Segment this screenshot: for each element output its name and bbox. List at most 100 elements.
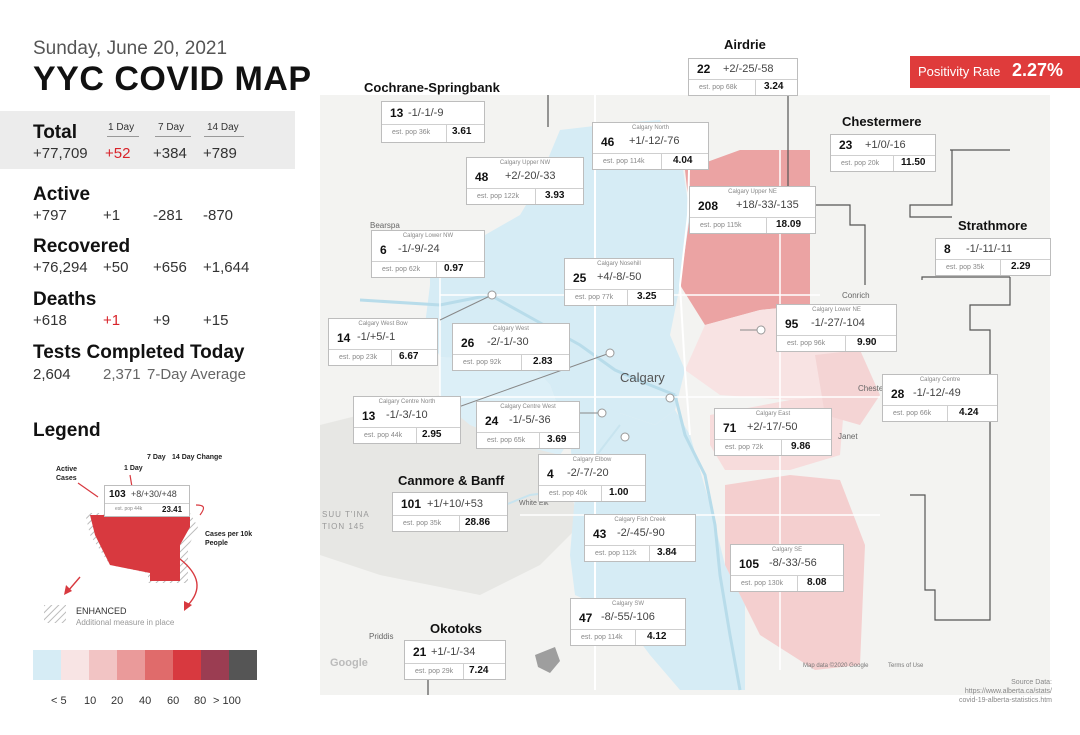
district-box-upper-nw[interactable]: Calgary Upper NW 48 +2/-20/-33 est. pop … xyxy=(466,157,584,205)
district-active: 208 xyxy=(698,199,719,213)
district-box-fish-creek[interactable]: Calgary Fish Creek 43 -2/-45/-90 est. po… xyxy=(584,514,696,562)
region-box-chestermere[interactable]: 23 +1/0/-16 est. pop 20k 11.50 xyxy=(830,134,936,172)
legend-1-day-label: 1 Day xyxy=(124,465,143,472)
district-pop: est. pop 112k xyxy=(595,550,637,557)
region-box-cochrane[interactable]: 13 -1/-1/-9 est. pop 36k 3.61 xyxy=(381,101,485,143)
region-rate: 11.50 xyxy=(901,157,926,168)
legend-sample-box: 103 +8/+30/+48 est. pop 44k 23.41 xyxy=(104,485,190,517)
district-name: Calgary West xyxy=(493,326,529,332)
scale-swatch-7 xyxy=(201,650,229,680)
district-active: 48 xyxy=(475,170,489,184)
legend-sample-region xyxy=(90,515,190,581)
marker-lower-ne[interactable] xyxy=(756,325,766,335)
district-box-north[interactable]: Calgary North 46 +1/-12/-76 est. pop 114… xyxy=(592,122,709,170)
marker-centre-north[interactable] xyxy=(605,348,615,358)
region-pop: est. pop 35k xyxy=(403,520,442,527)
district-change: -1/-3/-10 xyxy=(386,409,428,421)
scale-label-40: 40 xyxy=(139,695,152,707)
district-active: 25 xyxy=(573,271,587,285)
district-pop: est. pop 44k xyxy=(364,432,403,439)
district-box-centre[interactable]: Calgary Centre 28 -1/-12/-49 est. pop 66… xyxy=(882,374,998,422)
scale-label-20: 20 xyxy=(111,695,124,707)
district-pop: est. pop 92k xyxy=(463,359,502,366)
region-box-strathmore[interactable]: 8 -1/-11/-11 est. pop 35k 2.29 xyxy=(935,238,1051,276)
district-box-east[interactable]: Calgary East 71 +2/-17/-50 est. pop 72k … xyxy=(714,408,832,456)
district-box-lower-nw[interactable]: Calgary Lower NW 6 -1/-9/-24 est. pop 62… xyxy=(371,230,485,278)
district-box-upper-ne[interactable]: Calgary Upper NE 208 +18/-33/-135 est. p… xyxy=(689,186,816,234)
box-divider xyxy=(777,335,896,336)
legend-7-day-label: 7 Day xyxy=(147,454,166,461)
box-vsep xyxy=(947,405,948,421)
positivity-value: 2.27% xyxy=(1012,60,1064,80)
district-change: -1/-5/-36 xyxy=(509,414,551,426)
header-1-day: 1 Day xyxy=(108,122,135,133)
positivity-label: Positivity Rate xyxy=(918,64,1001,79)
box-vsep xyxy=(535,188,536,204)
region-title-strathmore: Strathmore xyxy=(958,218,1028,233)
district-box-lower-ne[interactable]: Calgary Lower NE 95 -1/-27/-104 est. pop… xyxy=(776,304,897,352)
region-rate: 3.24 xyxy=(764,81,784,92)
district-rate: 4.04 xyxy=(673,155,693,166)
legend-sample-divider xyxy=(105,503,189,504)
district-pop: est. pop 114k xyxy=(603,158,645,165)
district-name: Calgary Upper NW xyxy=(499,160,551,166)
deaths-14-day: +15 xyxy=(203,312,229,329)
legend-arrow-active xyxy=(77,482,99,498)
district-rate: 2.83 xyxy=(533,356,553,367)
district-active: 28 xyxy=(891,387,905,401)
district-box-centre-west[interactable]: Calgary Centre West 24 -1/-5/-36 est. po… xyxy=(476,401,580,449)
marker-centre-west[interactable] xyxy=(597,408,607,418)
district-box-west-bow[interactable]: Calgary West Bow 14 -1/+5/-1 est. pop 23… xyxy=(328,318,438,366)
region-box-okotoks[interactable]: 21 +1/-1/-34 est. pop 29k 7.24 xyxy=(404,640,506,680)
total-value: +77,709 xyxy=(33,145,88,162)
source-url-1[interactable]: https://www.alberta.ca/stats/ xyxy=(964,688,1052,695)
header-14-day: 14 Day xyxy=(207,122,239,133)
scale-label-80: 80 xyxy=(194,695,207,707)
map-terms-link[interactable]: Terms of Use xyxy=(888,663,924,669)
boundary-east xyxy=(910,277,1011,621)
district-box-nosehill[interactable]: Calgary Nosehill 25 +4/-8/-50 est. pop 7… xyxy=(564,258,674,306)
district-rate: 2.95 xyxy=(422,429,442,440)
map-attribution[interactable]: Map data ©2020 Google xyxy=(803,663,869,669)
district-box-west[interactable]: Calgary West 26 -2/-1/-30 est. pop 92k 2… xyxy=(452,323,570,371)
map-label-bearspaw: Bearspa xyxy=(370,221,400,230)
district-name: Calgary Nosehill xyxy=(597,261,641,267)
region-change: +1/-1/-34 xyxy=(431,646,476,658)
box-vsep xyxy=(416,427,417,443)
region-pop: est. pop 36k xyxy=(392,129,431,136)
district-box-sw[interactable]: Calgary SW 47 -8/-55/-106 est. pop 114k … xyxy=(570,598,686,646)
source-url-2[interactable]: covid-19-alberta-statistics.htm xyxy=(959,697,1052,704)
recovered-value: +76,294 xyxy=(33,259,88,276)
district-upper-ne xyxy=(680,150,810,325)
marker-west-bow[interactable] xyxy=(487,290,497,300)
leader-centre-north xyxy=(449,352,611,411)
district-name: Calgary SW xyxy=(611,601,644,607)
region-box-canmore[interactable]: 101 +1/+10/+53 est. pop 35k 28.86 xyxy=(392,492,508,532)
map-label-priddis: Priddis xyxy=(369,632,394,641)
district-box-centre-north[interactable]: Calgary Centre North 13 -1/-3/-10 est. p… xyxy=(353,396,461,444)
box-divider xyxy=(883,405,997,406)
scale-label-60: 60 xyxy=(167,695,180,707)
district-pop: est. pop 23k xyxy=(339,354,378,361)
bow-river-south xyxy=(673,394,742,691)
marker-elbow[interactable] xyxy=(620,432,630,442)
district-active: 95 xyxy=(785,317,799,331)
legend-sample-rate: 23.41 xyxy=(162,505,183,514)
district-change: +18/-33/-135 xyxy=(736,199,799,211)
marker-east[interactable] xyxy=(665,393,675,403)
district-pop: est. pop 122k xyxy=(477,193,520,200)
tests-average-value: 2,371 xyxy=(103,366,141,383)
legend-cases-per-label: Cases per 10k People xyxy=(205,531,253,547)
district-pop: est. pop 40k xyxy=(549,490,588,497)
district-box-elbow[interactable]: Calgary Elbow 4 -2/-7/-20 est. pop 40k 1… xyxy=(538,454,646,502)
district-name: Calgary North xyxy=(631,125,669,131)
box-divider xyxy=(354,427,460,428)
district-change: +2/-17/-50 xyxy=(747,421,798,433)
box-divider xyxy=(715,439,831,440)
box-divider xyxy=(382,124,484,125)
region-box-airdrie[interactable]: 22 +2/-25/-58 est. pop 68k 3.24 xyxy=(688,58,798,96)
district-box-se[interactable]: Calgary SE 105 -8/-33/-56 est. pop 130k … xyxy=(730,544,844,592)
district-pop: est. pop 72k xyxy=(725,444,764,451)
box-vsep xyxy=(539,432,540,448)
box-divider xyxy=(571,629,685,630)
